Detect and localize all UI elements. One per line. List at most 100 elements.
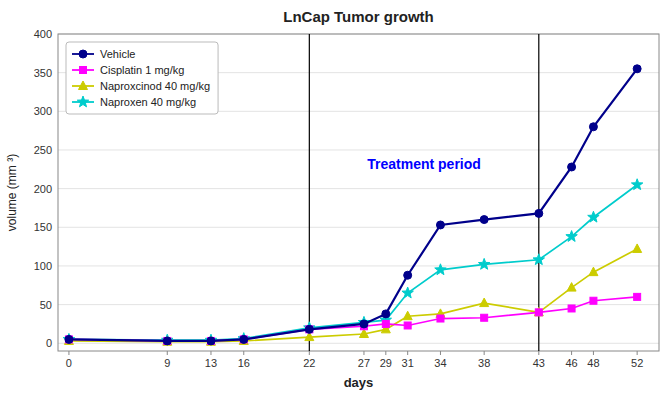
x-tick-label: 31 (402, 357, 414, 369)
x-tick (538, 351, 539, 355)
point (240, 335, 248, 343)
grid (58, 34, 659, 343)
y-tick-label: 250 (34, 144, 52, 156)
point (359, 329, 368, 338)
point (568, 163, 576, 171)
x-tick-label: 27 (358, 357, 370, 369)
legend-box (66, 42, 218, 114)
grid-line (58, 149, 659, 150)
point (437, 315, 444, 322)
y-tick-label: 350 (34, 67, 52, 79)
point (163, 337, 172, 346)
point (481, 314, 488, 321)
point (63, 333, 74, 344)
grid-line (58, 343, 659, 344)
x-tick (593, 351, 594, 355)
x-tick (167, 351, 168, 355)
point (590, 297, 597, 304)
x-axis-label: days (344, 375, 374, 390)
legend-label: Naproxcinod 40 mg/kg (100, 80, 210, 92)
point (568, 305, 575, 312)
series (65, 65, 641, 345)
x-tick-label: 22 (303, 357, 315, 369)
point (305, 325, 313, 333)
series (64, 244, 641, 345)
point (240, 336, 247, 343)
x-tick-label: 9 (164, 357, 170, 369)
y-tick-label: 300 (34, 105, 52, 117)
point (65, 335, 73, 343)
point (65, 336, 72, 343)
series-line (69, 297, 637, 341)
point (403, 311, 412, 320)
x-tick-label: 48 (587, 357, 599, 369)
point (567, 283, 576, 292)
point (163, 337, 171, 345)
legend-marker (77, 96, 88, 107)
x-tick (407, 351, 408, 355)
point (566, 231, 577, 242)
point (206, 337, 215, 346)
series-line (69, 249, 637, 342)
series-line (69, 185, 637, 340)
plot-frame (58, 34, 659, 351)
x-tick-label: 52 (631, 357, 643, 369)
point (205, 334, 216, 345)
y-tick-label: 200 (34, 183, 52, 195)
point (588, 211, 599, 222)
treatment-line (538, 34, 539, 351)
point (360, 320, 368, 328)
point (478, 258, 489, 269)
point (436, 221, 444, 229)
x-tick (385, 351, 386, 355)
point (207, 337, 214, 344)
point (306, 326, 313, 333)
point (238, 333, 249, 344)
point (304, 322, 315, 333)
x-tick (571, 351, 572, 355)
x-tick-label: 29 (380, 357, 392, 369)
point (164, 337, 171, 344)
treatment-line (309, 34, 310, 351)
point (633, 244, 642, 253)
point (589, 267, 598, 276)
legend-marker (79, 81, 88, 90)
x-tick-label: 13 (205, 357, 217, 369)
point (404, 322, 411, 329)
point (480, 216, 488, 224)
point (533, 254, 544, 265)
annotation: Treatment period (367, 156, 481, 172)
point (207, 337, 215, 345)
point (404, 271, 412, 279)
chart: 0501001502002503003504000913162227293134… (0, 0, 671, 397)
legend-marker (79, 50, 87, 58)
x-tick-label: 46 (565, 357, 577, 369)
point (382, 320, 389, 327)
point (631, 179, 642, 190)
x-tick (637, 351, 638, 355)
point (64, 336, 73, 345)
title: LnCap Tumor growth (283, 8, 434, 25)
x-tick (484, 351, 485, 355)
y-tick-label: 50 (40, 299, 52, 311)
point (239, 336, 248, 345)
point (535, 209, 543, 217)
y-tick-label: 150 (34, 221, 52, 233)
legend-label: Cisplatin 1 mg/kg (100, 64, 184, 76)
x-tick (440, 351, 441, 355)
point (382, 310, 390, 318)
series (63, 179, 643, 345)
point (634, 293, 641, 300)
legend: Vehicle Cisplatin 1 mg/kg Naproxcinod 40 m… (66, 42, 218, 114)
point (534, 307, 543, 316)
point (535, 309, 542, 316)
grid-line (58, 265, 659, 266)
legend-marker (80, 67, 87, 74)
grid-line (58, 227, 659, 228)
y-tick-label: 0 (46, 337, 52, 349)
x-tick (243, 351, 244, 355)
y-tick-label: 100 (34, 260, 52, 272)
grid-line (58, 188, 659, 189)
plot-area (63, 34, 643, 351)
legend-label: Vehicle (100, 48, 135, 60)
